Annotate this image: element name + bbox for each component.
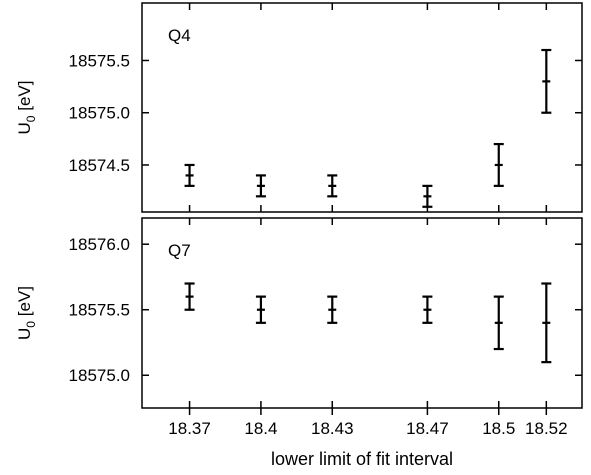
- panel-label: Q4: [168, 26, 191, 45]
- x-tick-label: 18.37: [168, 419, 211, 438]
- y-tick-label: 18574.5: [69, 156, 130, 175]
- y-tick-label: 18575.0: [69, 104, 130, 123]
- x-tick-label: 18.4: [244, 419, 277, 438]
- y-axis-label-main: U: [15, 122, 34, 134]
- x-axis-label: lower limit of fit interval: [271, 449, 453, 469]
- y-axis-label: U0 [eV]: [15, 81, 38, 135]
- panel-frame: [141, 217, 583, 409]
- x-tick-label: 18.43: [311, 419, 354, 438]
- panel-label: Q7: [168, 241, 191, 260]
- y-tick-label: 18575.0: [69, 366, 130, 385]
- panel-frame: [141, 2, 583, 213]
- y-axis-label-unit: [eV]: [15, 81, 34, 116]
- x-tick-label: 18.52: [525, 419, 568, 438]
- x-tick-label: 18.5: [482, 419, 515, 438]
- y-tick-label: 18575.5: [69, 51, 130, 70]
- y-axis-label-main: U: [15, 328, 34, 340]
- y-tick-label: 18576.0: [69, 235, 130, 254]
- y-axis-label-unit: [eV]: [15, 286, 34, 321]
- y-tick-label: 18575.5: [69, 301, 130, 320]
- y-axis-label-subscript: 0: [24, 115, 38, 122]
- y-axis-label-subscript: 0: [24, 321, 38, 328]
- y-axis-label: U0 [eV]: [15, 286, 38, 340]
- x-tick-label: 18.47: [406, 419, 449, 438]
